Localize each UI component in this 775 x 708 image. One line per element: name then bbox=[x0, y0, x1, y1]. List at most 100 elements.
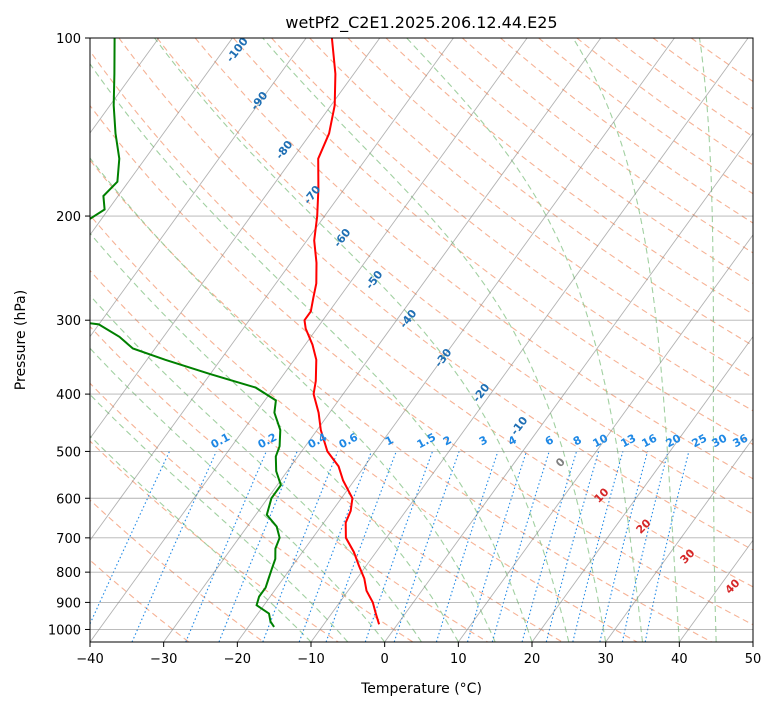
mixing-ratio-label: 6 bbox=[543, 433, 556, 448]
moist-adiabat bbox=[90, 435, 312, 642]
mixing-ratio-line bbox=[364, 451, 434, 642]
mixing-ratio-line bbox=[325, 451, 397, 642]
x-tick-label: 10 bbox=[450, 652, 467, 667]
mixing-ratio-label: 10 bbox=[591, 431, 611, 450]
dry-adiabat bbox=[423, 38, 753, 284]
dry-adiabat bbox=[90, 325, 488, 642]
mixing-ratio-line bbox=[393, 451, 460, 642]
mixing-ratio-line bbox=[644, 451, 690, 642]
mixing-ratio-line bbox=[599, 451, 649, 642]
dry-adiabat bbox=[271, 38, 753, 412]
dry-adiabat bbox=[385, 38, 753, 315]
mixing-ratio-line bbox=[491, 451, 550, 642]
x-tick-label: −40 bbox=[76, 652, 103, 667]
x-tick-label: 20 bbox=[524, 652, 541, 667]
isotherm bbox=[90, 38, 381, 440]
mixing-ratio-line bbox=[218, 451, 298, 642]
mixing-ratio-line bbox=[521, 451, 578, 642]
moist-adiabat-label: 30 bbox=[678, 546, 698, 566]
x-tick-label: −10 bbox=[297, 652, 324, 667]
background-lines bbox=[0, 38, 753, 642]
mixing-ratio-line bbox=[621, 451, 669, 642]
y-tick-label: 1000 bbox=[48, 623, 81, 638]
x-tick-label: 40 bbox=[671, 652, 688, 667]
mixing-ratio-label: 1.5 bbox=[415, 431, 438, 452]
y-tick-label: 700 bbox=[56, 532, 81, 547]
mixing-ratio-line bbox=[545, 451, 600, 642]
dry-adiabat bbox=[90, 382, 414, 642]
moist-adiabat bbox=[698, 38, 717, 642]
isotherm bbox=[0, 38, 11, 642]
mixing-ratio-label: 36 bbox=[731, 431, 751, 450]
isotherm bbox=[163, 38, 602, 642]
dry-adiabat-label: -40 bbox=[397, 307, 420, 331]
x-tick-label: −30 bbox=[150, 652, 177, 667]
isotherm bbox=[310, 38, 749, 642]
moist-adiabat bbox=[90, 62, 533, 642]
isotherm bbox=[90, 38, 528, 642]
mixing-ratio-label: 2 bbox=[441, 433, 454, 448]
mixing-ratio-label: 1 bbox=[383, 433, 396, 448]
isotherm bbox=[457, 234, 753, 642]
dry-adiabat bbox=[232, 38, 753, 446]
x-tick-label: 30 bbox=[597, 652, 614, 667]
dry-adiabat bbox=[538, 38, 753, 195]
dry-adiabat bbox=[90, 440, 339, 642]
axes: −40 −30 −20 −10 0 10 20 30 40 50 100 200 300 400 500 6 0… bbox=[48, 32, 761, 667]
dry-adiabat bbox=[500, 38, 753, 224]
y-axis-label: Pressure (hPa) bbox=[13, 290, 29, 390]
isotherm bbox=[384, 132, 753, 642]
y-tick-label: 300 bbox=[56, 314, 81, 329]
dry-adiabat bbox=[90, 499, 264, 642]
dry-adiabat-label: -50 bbox=[363, 268, 386, 292]
moist-adiabat bbox=[90, 157, 496, 642]
dry-adiabat-label: -100 bbox=[224, 35, 251, 65]
y-tick-label: 800 bbox=[56, 566, 81, 581]
curve-labels: -100-90-80-70-60-50-40-30-20-10010203040… bbox=[209, 35, 751, 597]
mixing-ratio-label: 16 bbox=[640, 431, 660, 450]
isotherm bbox=[678, 539, 753, 642]
moist-adiabat bbox=[90, 232, 459, 642]
mixing-ratio-label: 3 bbox=[477, 433, 490, 448]
isotherm bbox=[236, 38, 675, 642]
dry-adiabat bbox=[309, 38, 753, 379]
moist-adiabat-label: 20 bbox=[634, 516, 654, 536]
mixing-ratio-line bbox=[466, 451, 528, 642]
mixing-ratio-line bbox=[572, 451, 624, 642]
mixing-ratio-line bbox=[298, 451, 373, 642]
moist-adiabat bbox=[261, 38, 607, 642]
dry-adiabat-label: -60 bbox=[331, 226, 354, 250]
moist-adiabat bbox=[153, 38, 570, 642]
y-tick-label: 100 bbox=[56, 32, 81, 47]
isotherm bbox=[752, 641, 753, 642]
mixing-ratio-label: 8 bbox=[571, 433, 584, 448]
mixing-ratio-line bbox=[185, 451, 267, 642]
y-tick-label: 400 bbox=[56, 388, 81, 403]
mixing-ratio-line bbox=[262, 451, 339, 642]
y-tick-label: 500 bbox=[56, 445, 81, 460]
x-tick-label: 0 bbox=[381, 652, 389, 667]
dry-adiabat bbox=[461, 38, 753, 254]
dry-adiabat-label: -70 bbox=[301, 183, 324, 207]
dry-adiabat bbox=[347, 38, 753, 347]
dry-adiabat bbox=[90, 269, 563, 642]
y-tick-label: 200 bbox=[56, 210, 81, 225]
mixing-ratio-line bbox=[131, 451, 217, 642]
x-tick-label: −20 bbox=[224, 652, 251, 667]
mixing-ratio-label: 0.6 bbox=[337, 430, 361, 451]
isotherm bbox=[90, 38, 307, 338]
temperature-profile bbox=[303, 38, 381, 625]
dry-adiabat-label: -80 bbox=[273, 138, 296, 162]
x-tick-label: 50 bbox=[745, 652, 762, 667]
isotherm bbox=[531, 335, 753, 642]
mixing-ratio-label: 30 bbox=[710, 431, 730, 450]
isotherm bbox=[90, 38, 233, 236]
dry-adiabat bbox=[156, 38, 753, 515]
data-series bbox=[90, 38, 381, 628]
mixing-ratio-line bbox=[435, 451, 499, 642]
moist-adiabat bbox=[90, 294, 422, 642]
mixing-ratio-label: 13 bbox=[619, 432, 639, 451]
mixing-ratio-label: 20 bbox=[664, 431, 684, 450]
moist-adiabat bbox=[572, 38, 680, 642]
